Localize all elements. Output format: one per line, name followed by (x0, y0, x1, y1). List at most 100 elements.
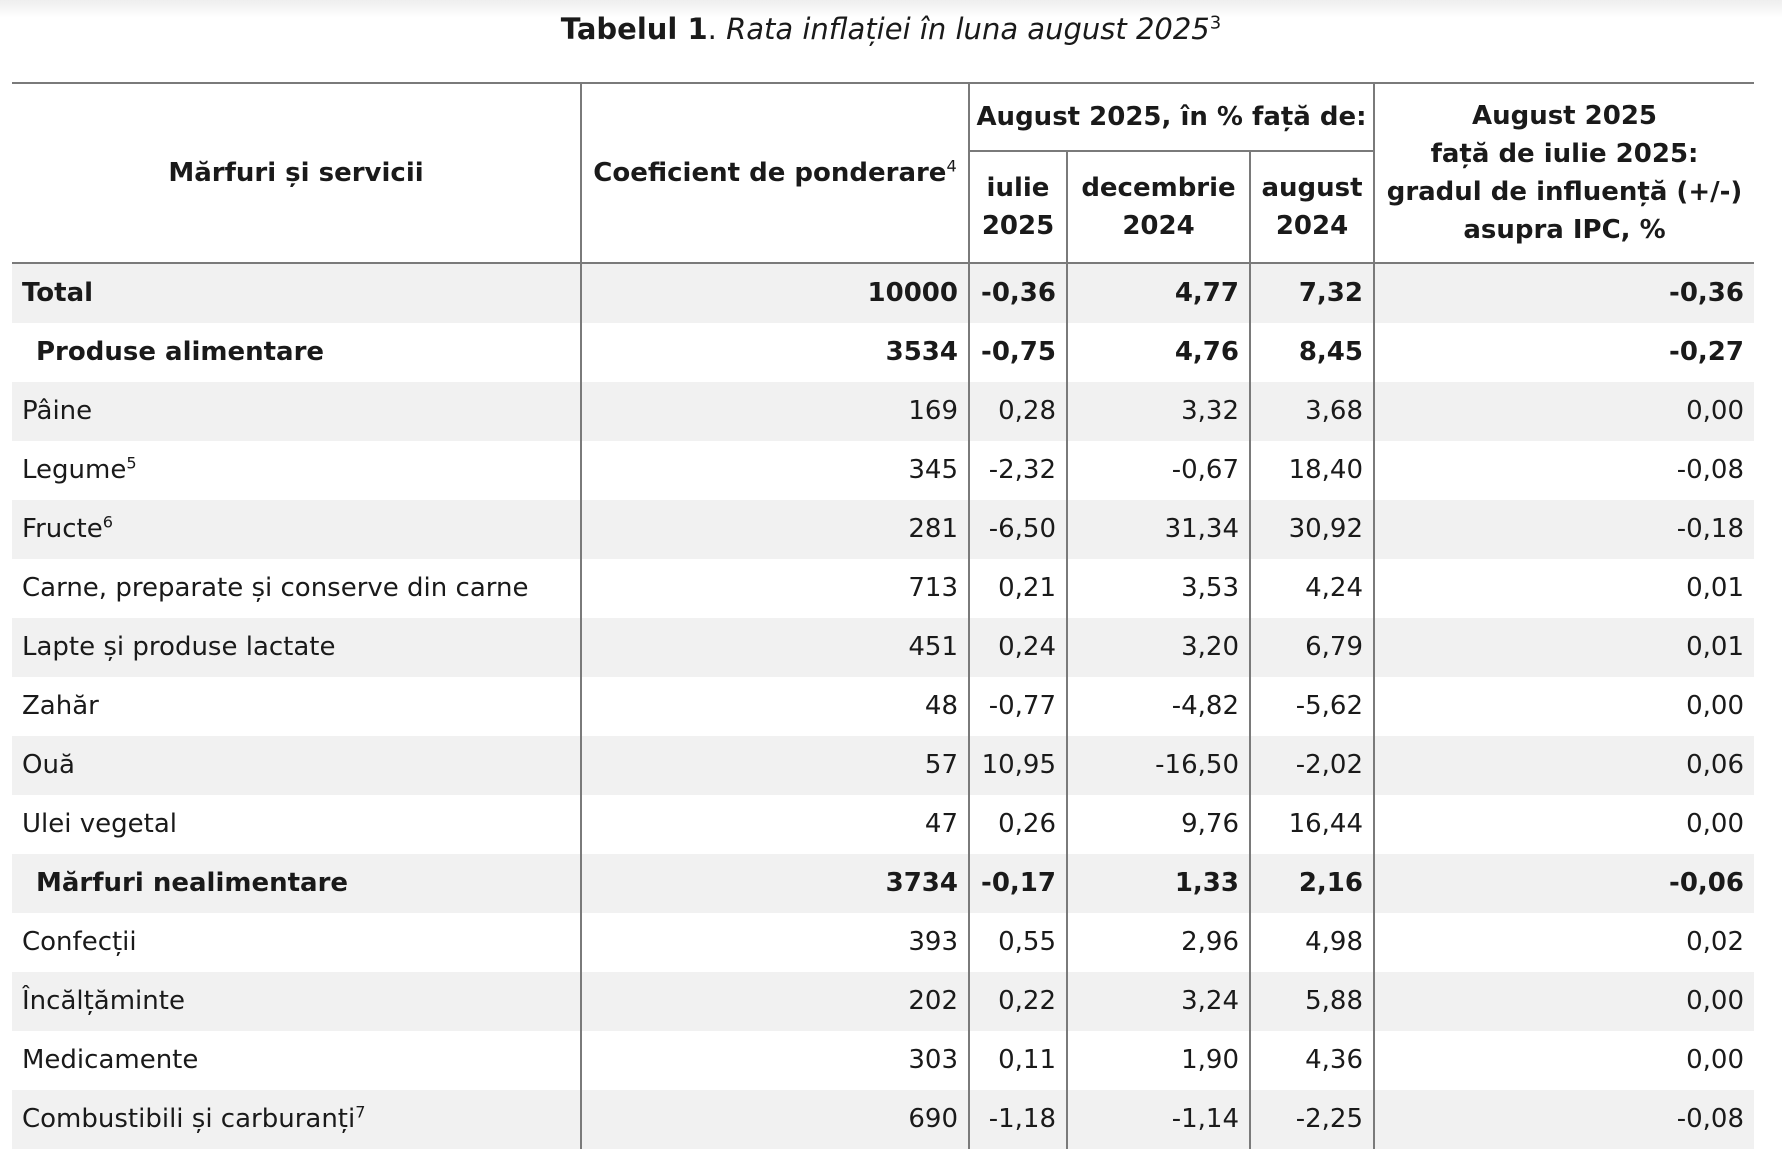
cell-cpi-influence: -0,08 (1373, 1090, 1754, 1149)
cell-item-name: Carne, preparate și conserve din carne (12, 559, 581, 618)
cell-vs-december-2024: 31,34 (1066, 500, 1250, 559)
cell-weight: 48 (580, 677, 969, 736)
table-row: Total 10000 -0,36 4,77 7,32 -0,36 (12, 263, 1754, 323)
cell-vs-december-2024: 1,33 (1066, 854, 1250, 913)
cell-vs-december-2024: 3,20 (1066, 618, 1250, 677)
cell-item-name: Fructe6 (12, 500, 581, 559)
cell-item-name: Legume5 (12, 441, 581, 500)
cell-vs-december-2024: 4,77 (1066, 263, 1250, 323)
cell-cpi-influence: 0,01 (1373, 618, 1754, 677)
table-row: Încălțăminte 202 0,22 3,24 5,88 0,00 (12, 972, 1754, 1031)
header-cpi-line1: August 2025 (1471, 101, 1658, 131)
cell-vs-july-2025: 0,11 (968, 1031, 1067, 1090)
header-august-2024: august 2024 (1249, 151, 1374, 264)
cell-weight: 202 (580, 972, 969, 1031)
item-name-text: Combustibili și carburanți (22, 1104, 356, 1134)
cell-weight: 345 (580, 441, 969, 500)
header-august-line2: 2024 (1275, 211, 1349, 241)
cell-weight: 451 (580, 618, 969, 677)
cell-vs-august-2024: 4,24 (1249, 559, 1374, 618)
cell-vs-august-2024: 5,88 (1249, 972, 1374, 1031)
cell-cpi-influence: -0,06 (1373, 854, 1754, 913)
cell-weight: 169 (580, 382, 969, 441)
table-row: Pâine 169 0,28 3,32 3,68 0,00 (12, 382, 1754, 441)
cell-vs-august-2024: 4,36 (1249, 1031, 1374, 1090)
item-name-text: Fructe (22, 514, 103, 544)
cell-vs-august-2024: -2,25 (1249, 1090, 1374, 1149)
header-july-line2: 2025 (981, 211, 1055, 241)
cell-vs-july-2025: -0,77 (968, 677, 1067, 736)
cell-cpi-influence: 0,01 (1373, 559, 1754, 618)
cell-cpi-influence: 0,02 (1373, 913, 1754, 972)
table-title-footnote: 3 (1209, 12, 1222, 34)
cell-weight: 10000 (580, 263, 969, 323)
cell-cpi-influence: -0,27 (1373, 323, 1754, 382)
item-name-text: Ulei vegetal (22, 809, 177, 839)
header-weight-text: Coeficient de ponderare (593, 158, 947, 188)
table-row: Produse alimentare 3534 -0,75 4,76 8,45 -0,27 (12, 323, 1754, 382)
item-name-text: Zahăr (22, 691, 99, 721)
cell-vs-december-2024: 3,24 (1066, 972, 1250, 1031)
header-july-line1: iulie (986, 173, 1050, 203)
cell-weight: 713 (580, 559, 969, 618)
cell-vs-december-2024: 3,32 (1066, 382, 1250, 441)
cell-vs-august-2024: 30,92 (1249, 500, 1374, 559)
table-row: Combustibili și carburanți7 690 -1,18 -1,14… (12, 1090, 1754, 1149)
table-title: Tabelul 1. Rata inflației în luna august… (0, 8, 1782, 50)
table-row: Carne, preparate și conserve din carne 71… (12, 559, 1754, 618)
item-name-text: Ouă (22, 750, 75, 780)
cell-cpi-influence: -0,36 (1373, 263, 1754, 323)
cell-item-name: Mărfuri nealimentare (12, 854, 581, 913)
item-footnote: 5 (126, 453, 137, 473)
item-name-text: Confecții (22, 927, 137, 957)
cell-vs-december-2024: 4,76 (1066, 323, 1250, 382)
cell-cpi-influence: 0,00 (1373, 1031, 1754, 1090)
cell-item-name: Încălțăminte (12, 972, 581, 1031)
cell-item-name: Ouă (12, 736, 581, 795)
header-july-2025: iulie 2025 (968, 151, 1067, 264)
cell-vs-august-2024: 4,98 (1249, 913, 1374, 972)
item-footnote: 6 (102, 512, 113, 532)
cell-item-name: Ulei vegetal (12, 795, 581, 854)
cell-cpi-influence: 0,00 (1373, 382, 1754, 441)
cell-item-name: Zahăr (12, 677, 581, 736)
cell-vs-july-2025: 0,55 (968, 913, 1067, 972)
table-body: Total 10000 -0,36 4,77 7,32 -0,36 Produse alim… (12, 263, 1754, 1149)
header-weight-footnote: 4 (946, 156, 957, 176)
cell-weight: 393 (580, 913, 969, 972)
cell-vs-december-2024: -4,82 (1066, 677, 1250, 736)
table-title-number: Tabelul 1 (560, 12, 708, 46)
item-name-text: Carne, preparate și conserve din carne (22, 573, 529, 603)
cell-vs-july-2025: -0,17 (968, 854, 1067, 913)
header-group-august-vs: August 2025, în % față de: (968, 82, 1374, 152)
top-shadow-bar (0, 0, 1782, 18)
cell-vs-december-2024: -16,50 (1066, 736, 1250, 795)
header-december-line1: decembrie (1081, 173, 1236, 203)
item-footnote: 7 (355, 1102, 366, 1122)
table-row: Mărfuri nealimentare 3734 -0,17 1,33 2,16 -0,… (12, 854, 1754, 913)
cell-vs-august-2024: 8,45 (1249, 323, 1374, 382)
cell-weight: 3534 (580, 323, 969, 382)
cell-vs-july-2025: 0,24 (968, 618, 1067, 677)
inflation-table: Mărfuri și servicii Coeficient de ponder… (12, 82, 1754, 1149)
cell-cpi-influence: -0,08 (1373, 441, 1754, 500)
header-cpi-line3: gradul de influență (+/-) (1386, 177, 1743, 207)
table-row: Ulei vegetal 47 0,26 9,76 16,44 0,00 (12, 795, 1754, 854)
table-row: Legume5 345 -2,32 -0,67 18,40 -0,08 (12, 441, 1754, 500)
cell-cpi-influence: 0,06 (1373, 736, 1754, 795)
cell-item-name: Medicamente (12, 1031, 581, 1090)
cell-vs-july-2025: 0,21 (968, 559, 1067, 618)
cell-item-name: Total (12, 263, 581, 323)
table-row: Medicamente 303 0,11 1,90 4,36 0,00 (12, 1031, 1754, 1090)
header-december-line2: 2024 (1122, 211, 1195, 241)
cell-vs-august-2024: 16,44 (1249, 795, 1374, 854)
cell-vs-july-2025: -1,18 (968, 1090, 1067, 1149)
cell-weight: 690 (580, 1090, 969, 1149)
cell-item-name: Combustibili și carburanți7 (12, 1090, 581, 1149)
header-cpi-influence: August 2025 față de iulie 2025: gradul d… (1373, 82, 1754, 264)
cell-vs-august-2024: 3,68 (1249, 382, 1374, 441)
item-name-text: Medicamente (22, 1045, 199, 1075)
item-name-text: Mărfuri nealimentare (36, 868, 349, 898)
header-goods-services: Mărfuri și servicii (12, 82, 581, 264)
header-cpi-line4: asupra IPC, % (1463, 215, 1666, 245)
